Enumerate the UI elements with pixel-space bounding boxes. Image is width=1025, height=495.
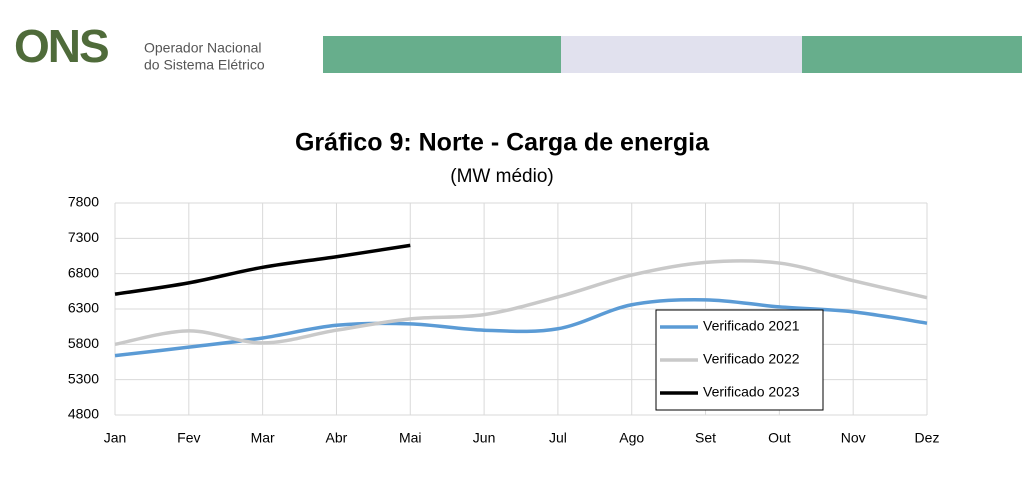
x-tick-label: Jun xyxy=(473,430,496,446)
org-line: do Sistema Elétrico xyxy=(144,57,265,73)
y-tick-label: 6800 xyxy=(68,264,99,280)
line-series xyxy=(114,259,928,347)
y-tick-label: 4800 xyxy=(68,406,99,422)
legend-label: Verificado 2021 xyxy=(703,318,800,334)
legend-label: Verificado 2023 xyxy=(703,384,800,400)
line-series xyxy=(114,243,411,296)
y-tick-label: 5300 xyxy=(68,370,99,386)
y-tick-label: 6300 xyxy=(68,300,99,316)
chart-title: Gráfico 9: Norte - Carga de energia xyxy=(295,129,710,157)
x-tick-label: Nov xyxy=(841,430,866,446)
x-tick-label: Jan xyxy=(104,430,127,446)
y-tick-label: 7300 xyxy=(68,229,99,245)
x-tick-label: Set xyxy=(695,430,716,446)
logo: ONS xyxy=(14,20,108,72)
legend-label: Verificado 2022 xyxy=(703,351,800,367)
x-tick-label: Jul xyxy=(549,430,567,446)
x-tick-label: Mai xyxy=(399,430,422,446)
header-bar xyxy=(802,36,1022,73)
chart-subtitle: (MW médio) xyxy=(450,166,553,187)
x-tick-label: Fev xyxy=(177,430,200,446)
y-tick-label: 5800 xyxy=(68,335,99,351)
header-bar xyxy=(561,36,802,73)
x-tick-label: Mar xyxy=(251,430,275,446)
x-tick-label: Ago xyxy=(619,430,644,446)
header-bar xyxy=(323,36,561,73)
x-tick-label: Abr xyxy=(326,430,348,446)
line-series xyxy=(114,297,928,358)
x-tick-label: Dez xyxy=(915,430,940,446)
org-line: Operador Nacional xyxy=(144,40,262,56)
y-tick-label: 7800 xyxy=(68,194,99,210)
x-tick-label: Out xyxy=(768,430,791,446)
